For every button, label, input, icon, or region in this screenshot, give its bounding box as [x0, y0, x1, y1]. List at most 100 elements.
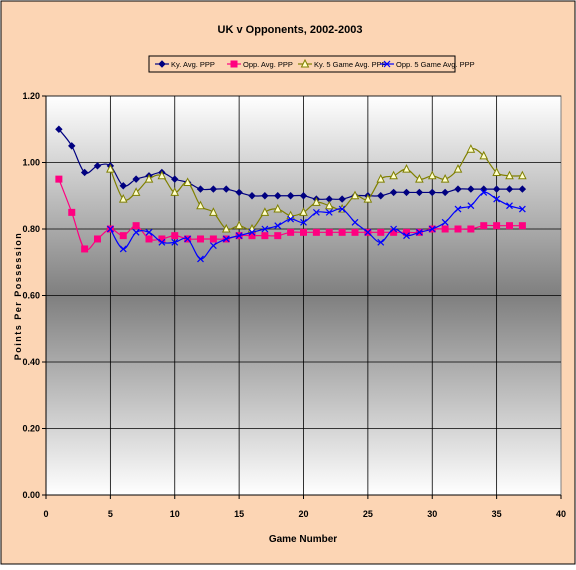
data-point	[518, 185, 527, 193]
marker-stroke	[480, 189, 488, 196]
data-point	[132, 222, 140, 230]
data-point	[338, 228, 346, 236]
axes: 0.00 0.20 0.40 0.60 0.80 1.00 1.20 0 5 10 15 20 25 30…	[22, 91, 566, 519]
data-point	[55, 125, 63, 133]
marker-stroke	[222, 235, 230, 243]
data-point	[377, 228, 385, 236]
data-point	[312, 208, 320, 216]
legend-marker	[230, 60, 238, 68]
marker-stroke	[261, 225, 269, 233]
marker-stroke	[184, 235, 192, 243]
data-point	[492, 167, 501, 176]
x-axis-label: Game Number	[269, 534, 337, 545]
data-point	[441, 188, 449, 197]
data-point	[197, 235, 204, 243]
data-point	[351, 228, 359, 236]
data-point	[144, 174, 154, 183]
y-tick-label: 0.60	[22, 291, 40, 301]
marker-stroke	[441, 218, 449, 226]
data-point	[132, 175, 140, 183]
legend-marker	[383, 60, 391, 68]
marker-stroke	[209, 242, 217, 250]
data-point	[466, 144, 476, 153]
data-point	[234, 220, 244, 230]
data-point	[118, 193, 128, 203]
data-point	[389, 188, 398, 197]
data-point	[94, 235, 101, 243]
data-point	[480, 189, 488, 196]
chart-title: UK v Opponents, 2002-2003	[218, 24, 363, 36]
data-point	[389, 170, 398, 180]
marker-stroke	[171, 238, 179, 246]
y-tick-label: 0.00	[22, 490, 40, 500]
data-point	[68, 142, 76, 150]
data-point	[364, 228, 372, 236]
marker-stroke	[132, 228, 140, 236]
data-point	[363, 193, 373, 203]
data-point	[390, 225, 398, 233]
marker-stroke	[235, 232, 243, 240]
data-point	[377, 238, 385, 246]
data-point	[197, 255, 204, 263]
y-tick-label: 1.20	[22, 91, 40, 101]
x-tick-label: 25	[363, 509, 373, 519]
x-tick-label: 35	[492, 509, 502, 519]
x-tick-label: 10	[170, 509, 180, 519]
data-point	[518, 205, 526, 213]
data-point	[480, 222, 488, 230]
data-point	[454, 185, 462, 193]
data-point	[274, 222, 282, 230]
data-point	[325, 208, 333, 216]
data-point	[402, 188, 411, 197]
data-point	[441, 225, 449, 233]
data-point	[427, 170, 437, 180]
data-point	[132, 228, 140, 236]
gridlines	[46, 95, 561, 495]
data-point	[338, 195, 346, 203]
data-point	[170, 187, 180, 196]
data-point	[248, 192, 256, 200]
data-point	[261, 232, 269, 240]
data-point	[145, 228, 153, 236]
data-point	[171, 238, 179, 246]
marker-stroke	[415, 228, 423, 236]
data-point	[415, 228, 423, 236]
x-tick-label: 5	[108, 509, 113, 519]
data-point	[55, 175, 63, 183]
marker-stroke	[454, 205, 462, 213]
marker-stroke	[325, 208, 333, 216]
data-point	[506, 202, 513, 210]
marker-stroke	[364, 228, 372, 236]
legend-entry-label: Opp. 5 Game Avg. PPP	[396, 60, 475, 69]
data-point	[184, 235, 192, 243]
data-point	[131, 187, 141, 196]
data-point	[93, 162, 102, 170]
data-point	[260, 207, 270, 216]
marker-stroke	[197, 255, 204, 263]
marker-stroke	[518, 205, 526, 213]
data-point	[81, 245, 89, 253]
data-point	[338, 205, 346, 213]
series-3	[106, 144, 527, 233]
data-point	[106, 164, 115, 173]
data-point	[248, 228, 256, 236]
marker-stroke	[390, 225, 398, 233]
data-point	[261, 192, 269, 200]
data-point	[209, 207, 218, 216]
data-point	[80, 168, 89, 177]
data-point	[300, 228, 307, 236]
data-point	[287, 215, 295, 223]
data-point	[274, 192, 282, 200]
marker-stroke	[493, 195, 501, 203]
marker-stroke	[506, 202, 513, 210]
data-point	[312, 197, 321, 206]
data-point	[196, 200, 205, 210]
marker-stroke	[248, 228, 256, 236]
marker-stroke	[428, 225, 436, 233]
series-4	[106, 189, 526, 263]
data-point	[518, 222, 526, 230]
data-point	[505, 170, 514, 180]
marker-stroke	[338, 205, 346, 213]
marker-stroke	[312, 208, 320, 216]
